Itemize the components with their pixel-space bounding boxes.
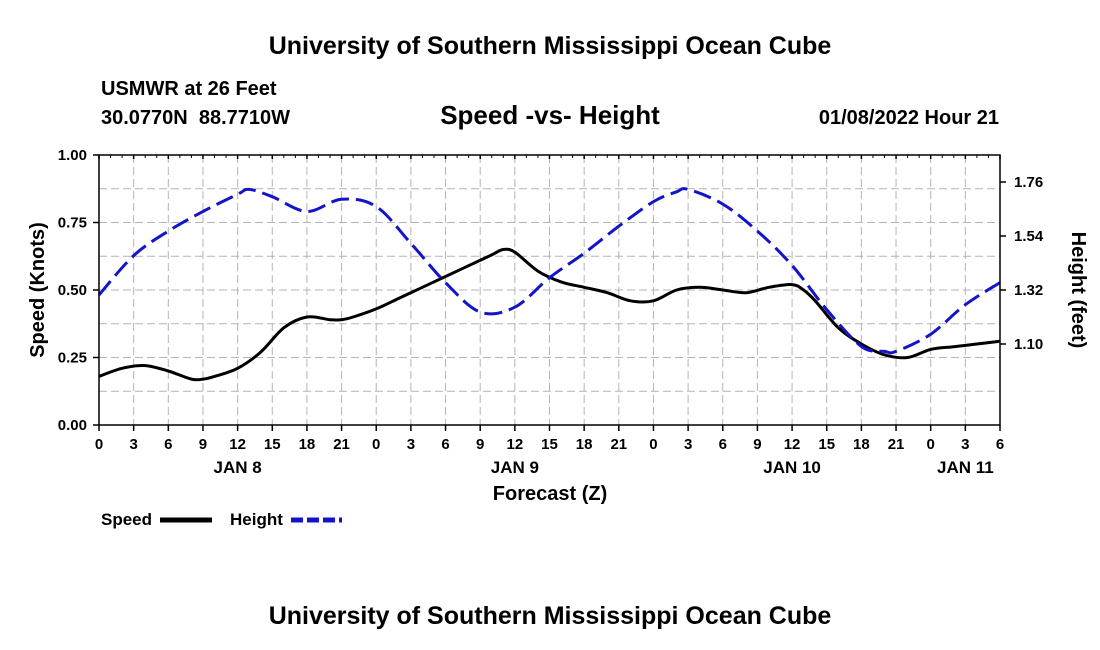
legend-speed-label: Speed — [101, 510, 152, 529]
x-tick-label: 12 — [784, 436, 801, 453]
x-tick-label: 15 — [818, 436, 835, 453]
grid-lines — [99, 155, 1000, 425]
day-label: JAN 10 — [763, 458, 821, 477]
page-title: University of Southern Mississippi Ocean… — [269, 32, 832, 60]
y-left-tick-label: 0.00 — [58, 417, 87, 434]
x-tick-label: 12 — [507, 436, 524, 453]
y-left-axis-label: Speed (Knots) — [27, 222, 49, 358]
x-tick-label: 12 — [229, 436, 246, 453]
station-label: USMWR at 26 Feet — [101, 78, 277, 100]
x-tick-label: 6 — [441, 436, 449, 453]
x-tick-label: 15 — [541, 436, 558, 453]
y-left-tick-label: 0.50 — [58, 282, 87, 299]
x-tick-label: 0 — [649, 436, 657, 453]
x-axis-label: Forecast (Z) — [493, 483, 607, 505]
axes: 0 3 6 9 12 15 18 21 0 3 6 9 12 15 18 21 0 3 6 9 12 15 18 21 0 3 6J… — [58, 147, 1044, 477]
x-tick-label: 6 — [164, 436, 172, 453]
x-tick-label: 15 — [264, 436, 281, 453]
day-label: JAN 9 — [491, 458, 539, 477]
x-tick-label: 21 — [610, 436, 627, 453]
chart-title: Speed -vs- Height — [440, 100, 660, 130]
x-tick-label: 3 — [129, 436, 137, 453]
x-tick-label: 9 — [199, 436, 207, 453]
series-lines — [97, 187, 1001, 382]
y-left-tick-label: 0.75 — [58, 215, 87, 232]
day-label: JAN 8 — [214, 458, 262, 477]
x-tick-label: 18 — [853, 436, 870, 453]
x-tick-label: 3 — [961, 436, 969, 453]
coords-label: 30.0770N 88.7710W — [101, 107, 290, 129]
x-tick-label: 3 — [407, 436, 415, 453]
x-tick-label: 21 — [333, 436, 350, 453]
x-tick-label: 18 — [299, 436, 316, 453]
x-tick-label: 21 — [888, 436, 905, 453]
x-tick-label: 6 — [719, 436, 727, 453]
y-left-tick-label: 1.00 — [58, 147, 87, 164]
x-tick-label: 9 — [476, 436, 484, 453]
series-line-speed — [98, 247, 1001, 382]
y-right-tick-label: 1.76 — [1014, 174, 1043, 191]
x-tick-label: 3 — [684, 436, 692, 453]
legend-height-label: Height — [230, 510, 283, 529]
y-right-tick-label: 1.54 — [1014, 228, 1044, 245]
day-label: JAN 11 — [937, 458, 994, 477]
x-tick-label: 0 — [372, 436, 380, 453]
x-tick-label: 18 — [576, 436, 593, 453]
footer-title: University of Southern Mississippi Ocean… — [269, 602, 832, 630]
y-right-tick-label: 1.10 — [1014, 336, 1043, 353]
x-tick-label: 0 — [927, 436, 935, 453]
timestamp-label: 01/08/2022 Hour 21 — [819, 107, 999, 129]
y-right-tick-label: 1.32 — [1014, 282, 1043, 299]
series-line-height — [97, 187, 1001, 355]
y-right-axis-label: Height (feet) — [1067, 232, 1089, 349]
x-tick-label: 6 — [996, 436, 1004, 453]
x-tick-label: 9 — [753, 436, 761, 453]
legend: Speed Height — [101, 510, 342, 529]
y-left-tick-label: 0.25 — [58, 350, 87, 367]
x-tick-label: 0 — [95, 436, 103, 453]
